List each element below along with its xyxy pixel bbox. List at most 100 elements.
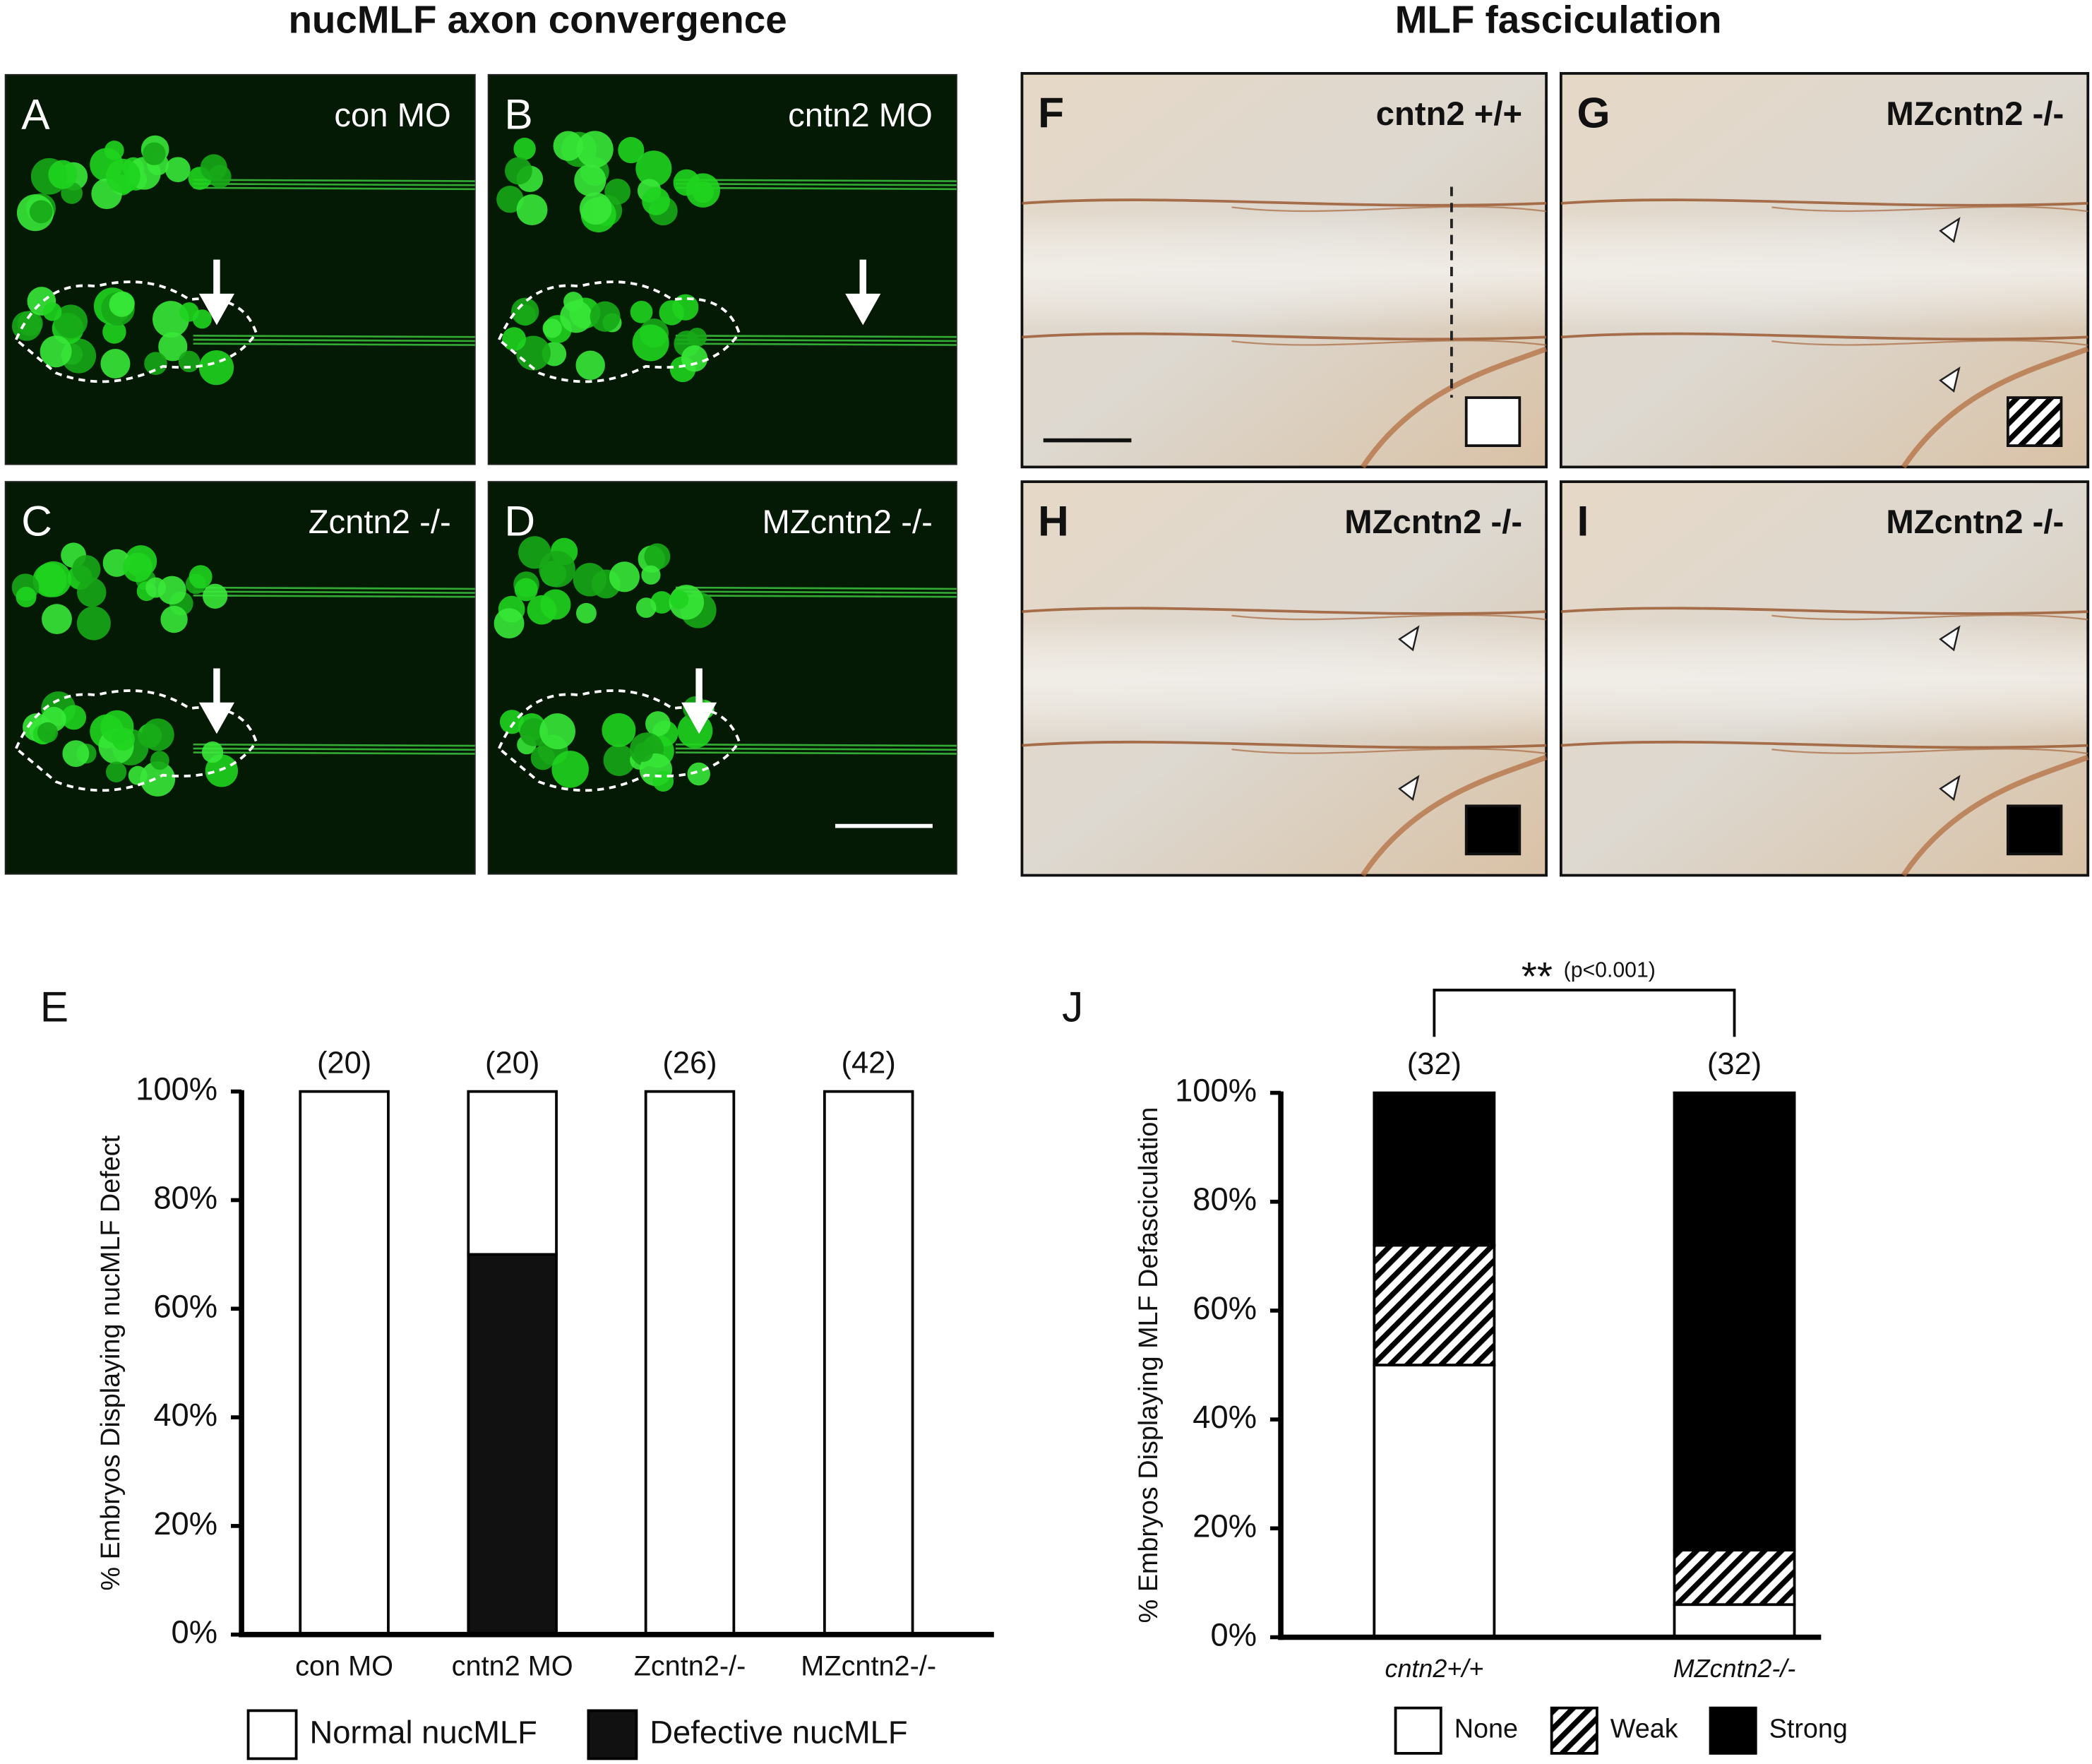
nucleus-outline [497, 280, 741, 383]
midline [1562, 619, 2087, 738]
panel-letter: E [40, 982, 68, 1030]
legend-label: Strong [1769, 1715, 1848, 1744]
cell-body [579, 192, 612, 225]
cell-body [178, 350, 201, 373]
micrograph [4, 73, 476, 465]
y-tick-label: 0% [172, 1614, 218, 1650]
bar-segment [1373, 1091, 1496, 1247]
cell-body [590, 301, 621, 332]
axon [193, 743, 475, 747]
micrograph [487, 73, 957, 465]
arrowhead [1939, 775, 1961, 801]
cell-body [542, 318, 562, 338]
legend-swatch [1550, 1706, 1598, 1755]
x-tick-label: Zcntn2-/- [634, 1650, 746, 1681]
panel-condition: MZcntn2 -/- [1886, 503, 2064, 541]
panel-condition: MZcntn2 -/- [763, 503, 933, 541]
axon-tract [1771, 614, 2088, 621]
y-tick-label: 20% [1193, 1508, 1257, 1544]
cell-body [499, 710, 525, 734]
cell-body [540, 589, 571, 620]
panel-condition: MZcntn2 -/- [1344, 503, 1522, 541]
cell-body [516, 194, 548, 226]
y-tick-label: 40% [153, 1397, 217, 1433]
cell-body [72, 555, 101, 584]
panel-condition: Zcntn2 -/- [309, 503, 451, 541]
cell-body [140, 761, 176, 797]
vessel [1901, 346, 2089, 469]
legend-label: Normal nucMLF [309, 1714, 537, 1750]
nucleus-outline [497, 689, 741, 792]
charts: E % Embryos Displaying nucMLF Defect 0% 20%… [40, 955, 1848, 1760]
cell-body [105, 761, 127, 782]
cell-body [669, 590, 689, 609]
cell-body [641, 565, 661, 585]
x-tick-label: MZcntn2-/- [801, 1650, 936, 1681]
cell-body [165, 157, 191, 183]
panel-letter: J [1062, 982, 1083, 1030]
axon-tract [1771, 340, 2088, 346]
cell-body [54, 304, 88, 338]
cell-body [575, 350, 605, 380]
axon [675, 182, 957, 186]
legend-label: Defective nucMLF [650, 1714, 907, 1750]
cell-body [62, 740, 90, 768]
cell-body [539, 713, 575, 750]
micrograph [1020, 72, 1548, 469]
bar-segment [1373, 1364, 1496, 1639]
axon-tract [1771, 205, 2088, 213]
arrowhead [1398, 775, 1420, 801]
axon-tract [1231, 205, 1547, 213]
axon [193, 186, 475, 191]
category-box [2006, 396, 2063, 448]
axon [193, 342, 475, 346]
axon [193, 182, 475, 186]
arrow [198, 259, 235, 326]
cell-body [104, 141, 124, 160]
axon [675, 743, 957, 747]
category-box [1464, 396, 1522, 448]
cell-body [530, 746, 556, 770]
cell-body [573, 563, 607, 597]
cell-body [604, 179, 630, 205]
cell-body [42, 302, 62, 321]
y-tick-label: 20% [153, 1506, 217, 1542]
midline [1023, 619, 1546, 738]
y-tick-label: 100% [136, 1071, 217, 1107]
cell-body [551, 751, 589, 788]
cell-body [635, 597, 657, 618]
cell-body [635, 150, 672, 187]
cell-body [42, 604, 72, 635]
axon [675, 747, 957, 751]
bar-segment [1673, 1549, 1796, 1607]
category-box [2006, 804, 2063, 856]
x-tick-label: cntn2 MO [452, 1650, 573, 1681]
bar-segment [467, 1090, 558, 1256]
cell-body [692, 181, 715, 203]
cell-body [496, 186, 524, 213]
bar-segment [823, 1090, 914, 1636]
cell-body [189, 565, 213, 589]
panel-letter: B [504, 90, 532, 138]
vessel [1901, 754, 2089, 877]
cell-body [502, 327, 526, 352]
arrowhead [1939, 217, 1961, 244]
image-background [4, 481, 476, 875]
panel-condition: MZcntn2 -/- [1886, 95, 2064, 133]
bar-segment [299, 1090, 390, 1636]
cell-body [160, 605, 188, 633]
axon [675, 186, 957, 191]
sample-size: (20) [485, 1046, 539, 1080]
axon [675, 595, 957, 598]
micrograph [4, 481, 476, 875]
legend-label: Weak [1610, 1715, 1678, 1744]
panel-letter: D [504, 497, 535, 545]
panel-letter: A [21, 90, 50, 138]
midline [1023, 211, 1546, 330]
x-tick-label: con MO [295, 1650, 393, 1681]
cell-body [494, 608, 525, 639]
micrograph [487, 481, 957, 875]
axon-tract [1022, 740, 1547, 749]
